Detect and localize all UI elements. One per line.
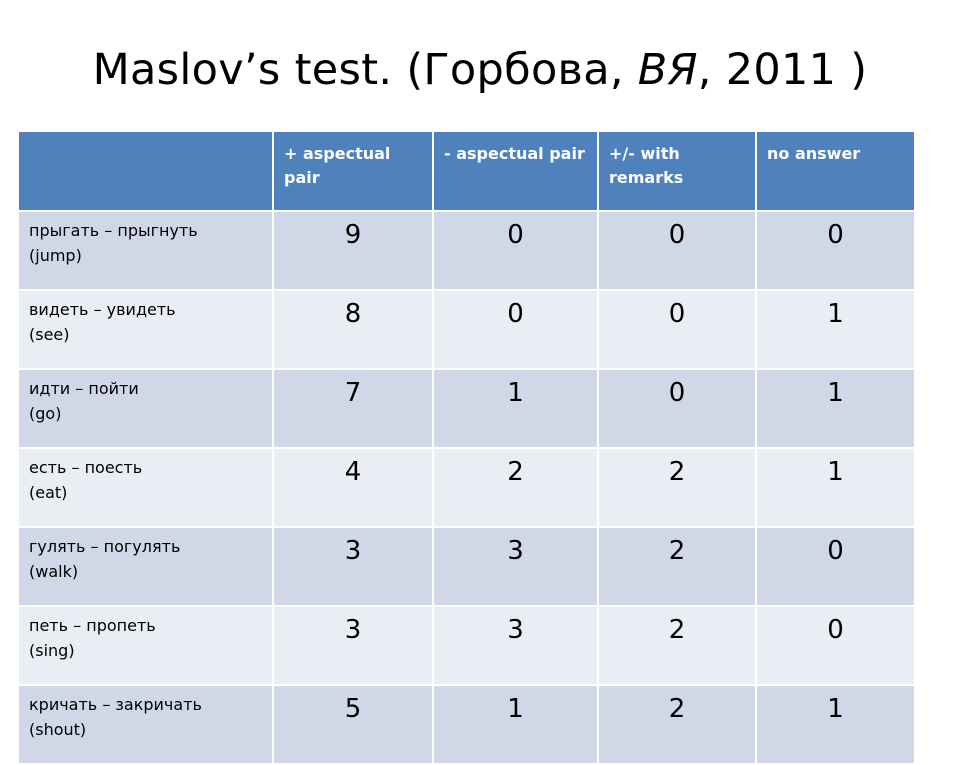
count-with-remarks: 2 (597, 447, 757, 528)
verb-pair-cell: кричать – закричать (shout) (17, 684, 274, 765)
verb-pair-cell: прыгать – прыгнуть (jump) (17, 210, 274, 291)
verb-gloss: (eat) (29, 483, 68, 502)
count-with-remarks: 0 (597, 368, 757, 449)
verb-gloss: (sing) (29, 641, 75, 660)
count-plus-pair: 3 (272, 526, 434, 607)
verb-gloss: (see) (29, 325, 70, 344)
verb-pair-cell: гулять – погулять (walk) (17, 526, 274, 607)
count-with-remarks: 2 (597, 605, 757, 686)
count-no-answer: 1 (755, 447, 916, 528)
count-minus-pair: 2 (432, 447, 599, 528)
verb-gloss: (jump) (29, 246, 82, 265)
count-plus-pair: 3 (272, 605, 434, 686)
verb-pair-cell: идти – пойти (go) (17, 368, 274, 449)
count-minus-pair: 1 (432, 684, 599, 765)
verb-gloss: (shout) (29, 720, 87, 739)
count-with-remarks: 2 (597, 526, 757, 607)
table-row: петь – пропеть (sing) 3 3 2 0 (17, 605, 916, 686)
table-row: кричать – закричать (shout) 5 1 2 1 (17, 684, 916, 765)
header-no-answer: no answer (755, 130, 916, 212)
count-no-answer: 0 (755, 605, 916, 686)
table-row: гулять – погулять (walk) 3 3 2 0 (17, 526, 916, 607)
verb-pair: идти – пойти (29, 379, 139, 398)
verb-pair: гулять – погулять (29, 537, 181, 556)
title-main: Maslov’s test. (Горбова, (92, 45, 638, 95)
title-end: , 2011 ) (697, 45, 868, 95)
verb-gloss: (walk) (29, 562, 79, 581)
count-plus-pair: 4 (272, 447, 434, 528)
header-row: + aspectual pair - aspectual pair +/- wi… (17, 130, 916, 212)
count-with-remarks: 2 (597, 684, 757, 765)
count-with-remarks: 0 (597, 289, 757, 370)
verb-pair-cell: есть – поесть (eat) (17, 447, 274, 528)
verb-pair: есть – поесть (29, 458, 143, 477)
header-plus-aspectual-pair: + aspectual pair (272, 130, 434, 212)
count-no-answer: 1 (755, 289, 916, 370)
count-minus-pair: 3 (432, 526, 599, 607)
title-italic: ВЯ (637, 45, 698, 95)
count-no-answer: 1 (755, 368, 916, 449)
count-with-remarks: 0 (597, 210, 757, 291)
table-row: прыгать – прыгнуть (jump) 9 0 0 0 (17, 210, 916, 291)
count-no-answer: 0 (755, 526, 916, 607)
count-plus-pair: 7 (272, 368, 434, 449)
verb-gloss: (go) (29, 404, 62, 423)
verb-pair: петь – пропеть (29, 616, 156, 635)
count-plus-pair: 8 (272, 289, 434, 370)
count-no-answer: 1 (755, 684, 916, 765)
verb-pair: кричать – закричать (29, 695, 202, 714)
slide-title: Maslov’s test. (Горбова, ВЯ, 2011 ) (0, 38, 960, 102)
verb-pair: прыгать – прыгнуть (29, 221, 198, 240)
count-plus-pair: 5 (272, 684, 434, 765)
table-row: есть – поесть (eat) 4 2 2 1 (17, 447, 916, 528)
count-plus-pair: 9 (272, 210, 434, 291)
header-blank (17, 130, 274, 212)
header-minus-aspectual-pair: - aspectual pair (432, 130, 599, 212)
table-row: видеть – увидеть (see) 8 0 0 1 (17, 289, 916, 370)
count-minus-pair: 3 (432, 605, 599, 686)
count-minus-pair: 0 (432, 289, 599, 370)
verb-pair: видеть – увидеть (29, 300, 176, 319)
table-row: идти – пойти (go) 7 1 0 1 (17, 368, 916, 449)
header-with-remarks: +/- with remarks (597, 130, 757, 212)
count-no-answer: 0 (755, 210, 916, 291)
count-minus-pair: 1 (432, 368, 599, 449)
verb-pair-cell: петь – пропеть (sing) (17, 605, 274, 686)
count-minus-pair: 0 (432, 210, 599, 291)
verb-pair-cell: видеть – увидеть (see) (17, 289, 274, 370)
results-table: + aspectual pair - aspectual pair +/- wi… (17, 130, 916, 765)
